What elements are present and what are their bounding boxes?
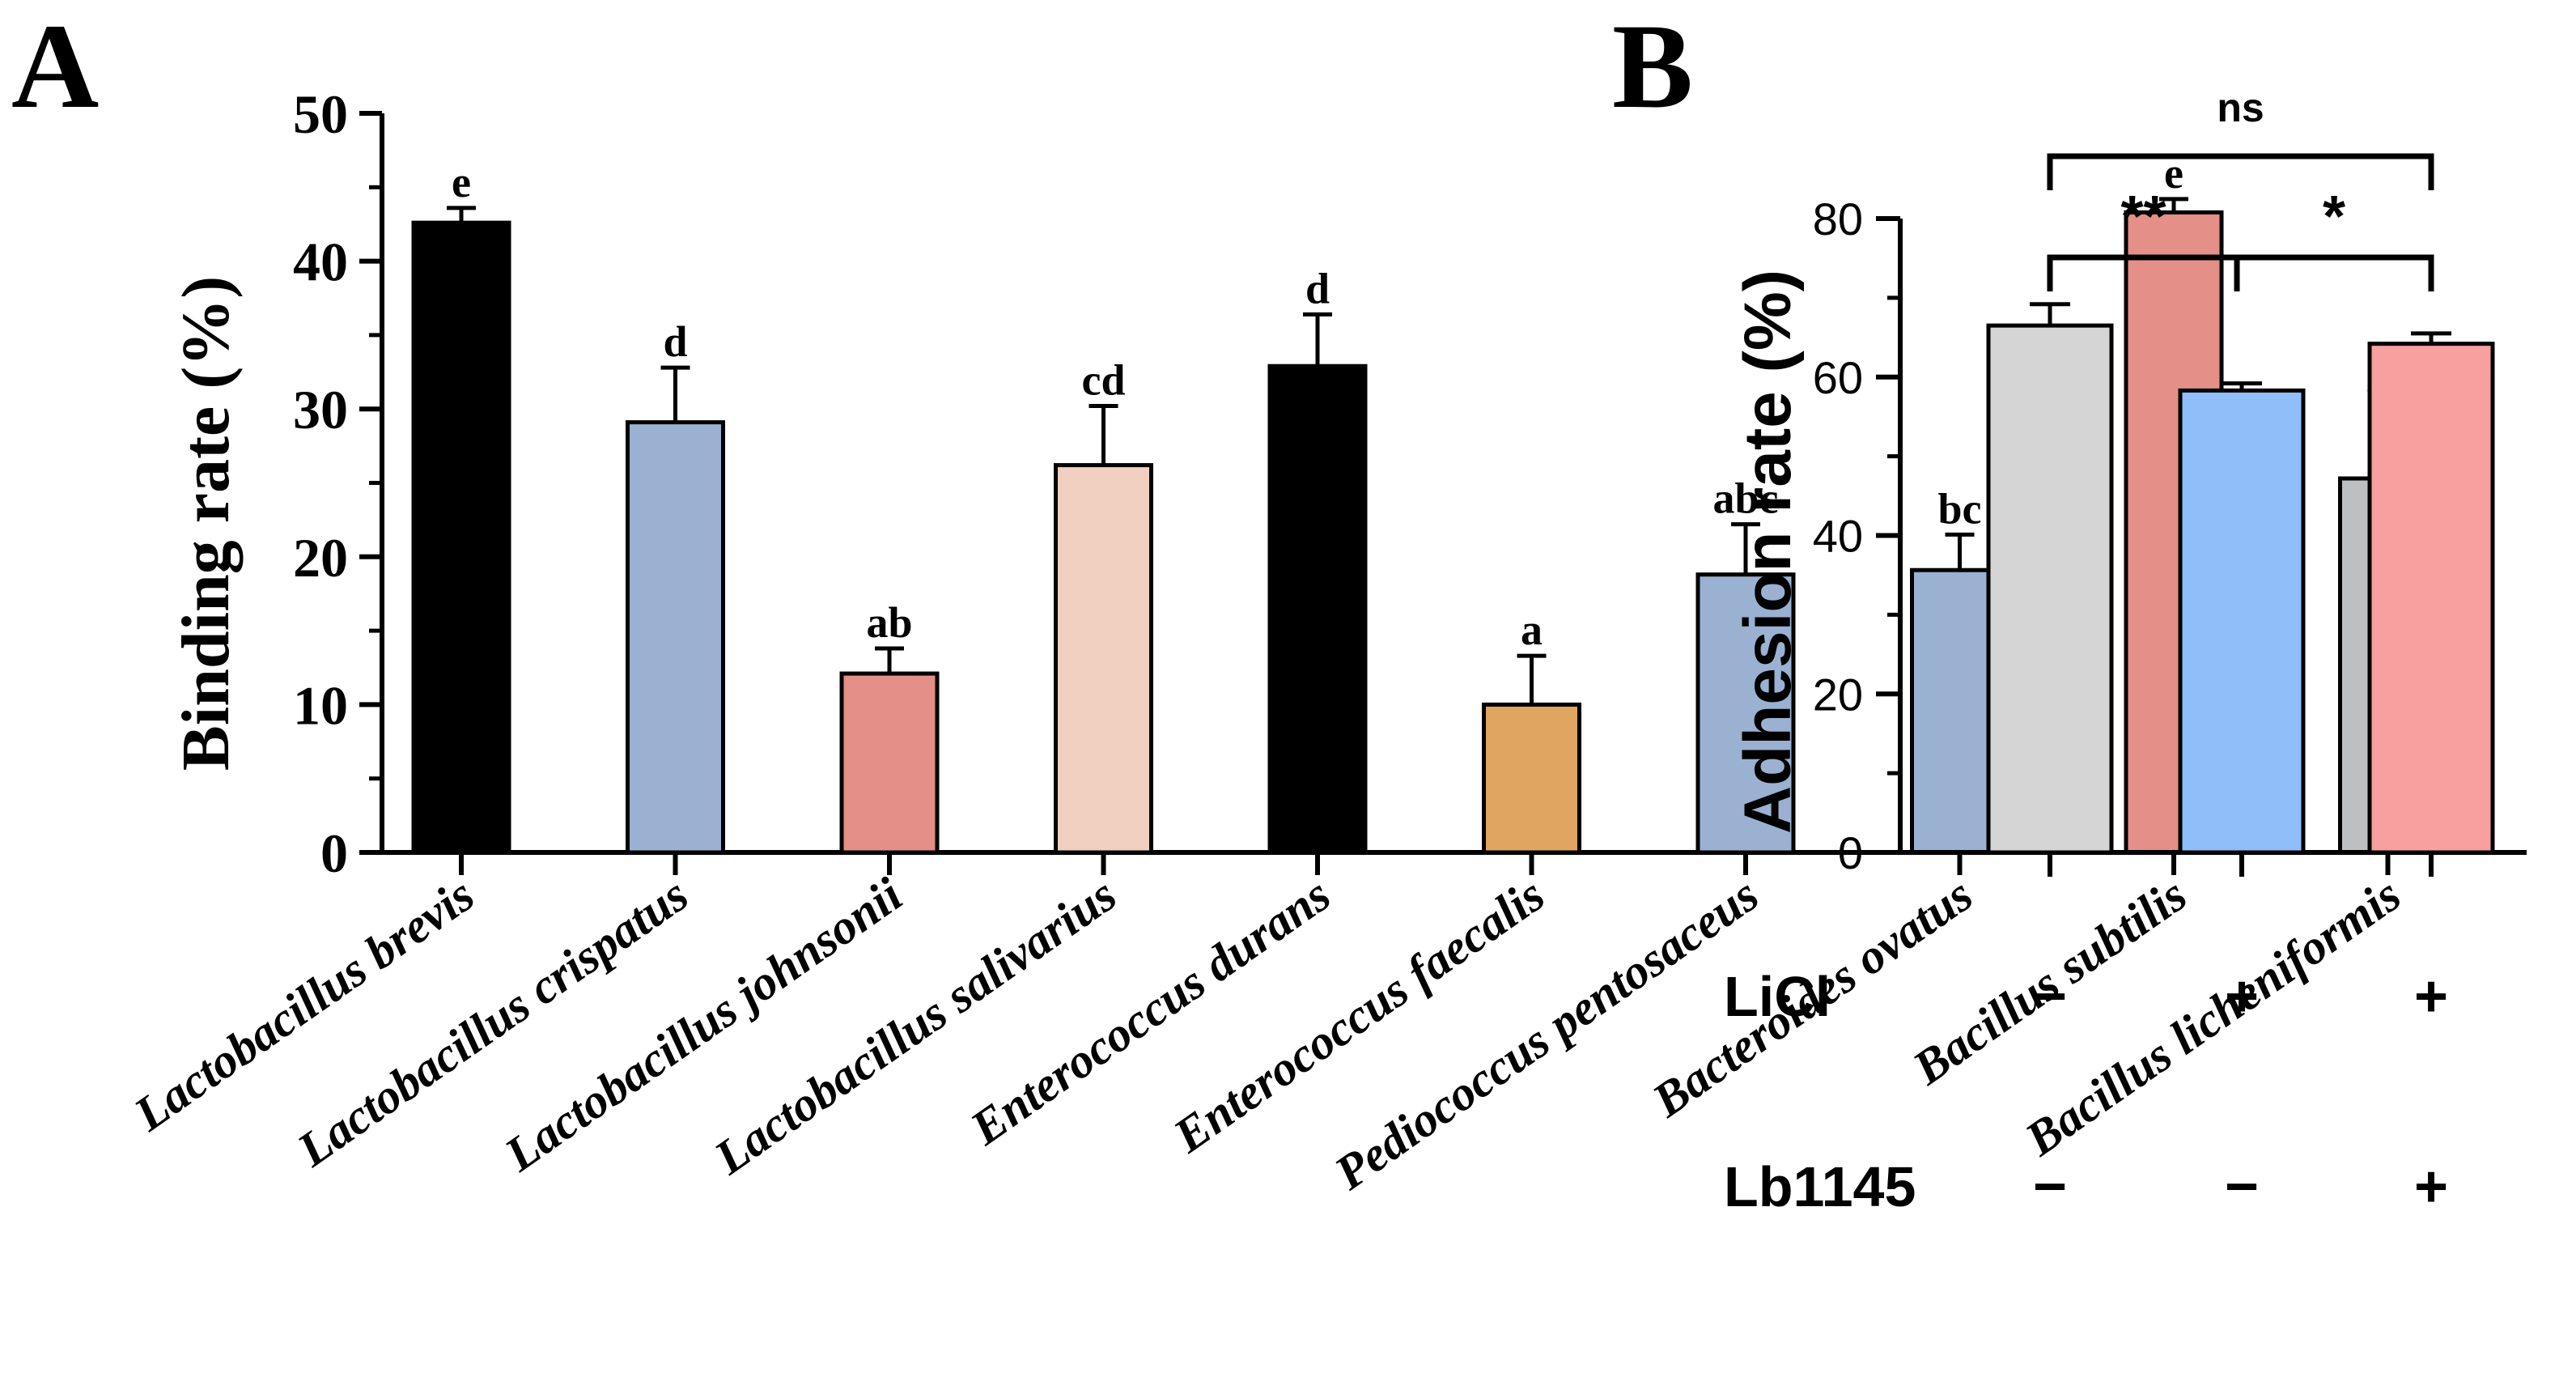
chart-a-y-tick-label: 50 [293,83,348,145]
chart-a-y-tick-label: 10 [293,674,348,736]
chart-a-category-label: Bacillus licheniformis [2015,868,2410,1167]
chart-a-y-axis-label: Binding rate (%) [168,276,244,771]
chart-a-significance-label: d [663,317,687,366]
chart-b-y-axis-label: Adhesion rate (%) [1731,270,1805,834]
chart-b-comparison-label: ** [2120,185,2166,249]
chart-b-treatment-name: Lb1145 [1724,1155,1916,1218]
chart-a-bar [1054,463,1153,855]
chart-a-y-tick-label: 0 [320,822,348,884]
chart-a-category-label: Lactobacillus salivarius [704,868,1126,1185]
chart-a-significance-label: a [1521,606,1543,654]
chart-a-y-tick-label: 40 [293,232,348,293]
chart-a-category-label: Pediococcus pentosaceus [1325,868,1768,1201]
chart-b-bar [2367,342,2495,855]
chart-b-treatment-sign: − [2033,964,2067,1029]
chart-a-significance-label: d [1305,264,1330,312]
chart-b-bar [2178,388,2306,855]
panel-a-label: A [11,0,99,134]
panel-b-label: B [1612,0,1693,134]
chart-b-comparison-bracket [2047,153,2434,190]
chart-b-comparison-label: * [2323,185,2345,249]
chart-b-y-tick-label: 40 [1813,511,1863,562]
chart-a-bar [1267,363,1368,855]
chart-b-comparison-label: ns [2217,85,2264,130]
chart-a-category-label: Lactobacillus crispatus [287,868,698,1178]
chart-b-y-tick-label: 0 [1838,827,1863,878]
chart-a-y-tick-label: 20 [293,527,348,589]
chart-a-category-label: Lactobacillus brevis [124,868,483,1142]
chart-a-bar [1482,702,1581,855]
chart-a-bar [626,420,725,855]
chart-a-bar [839,671,940,855]
chart-a-y-tick-label: 30 [293,379,348,440]
chart-a-category-label: Lactobacillus johnsonii [494,867,912,1182]
chart-a-binding-rate: 0 10 20 30 40 50 Binding rate (%) e Lactobacillu… [124,83,2485,1201]
chart-b-comparison-bracket [2234,254,2434,291]
chart-b-y-tick-label: 60 [1813,352,1863,403]
chart-a-significance-label: bc [1938,484,1982,533]
chart-b-treatment-sign: + [2225,964,2259,1029]
chart-b-treatment-sign: + [2414,964,2448,1029]
chart-a-significance-label: e [452,158,471,206]
chart-a-bar [1695,572,1796,855]
chart-a-significance-label: abc [1713,474,1779,523]
chart-b-bar [1986,323,2114,855]
chart-a-significance-label: cd [1082,356,1126,405]
chart-b-treatment-sign: − [2033,1154,2067,1219]
chart-a-bar [411,220,511,855]
chart-a-category-label: Enterococcus durans [961,868,1340,1156]
chart-b-treatment-sign: + [2414,1154,2448,1219]
chart-a-category-label: Enterococcus faecalis [1164,868,1554,1163]
chart-b-y-tick-label: 80 [1813,193,1863,244]
chart-b-y-tick-label: 20 [1813,669,1863,720]
chart-b-treatment-sign: − [2225,1154,2259,1219]
chart-a-significance-label: e [2164,149,2183,198]
chart-a-significance-label: ab [866,598,912,647]
chart-b-treatment-name: LiCl [1724,965,1831,1028]
